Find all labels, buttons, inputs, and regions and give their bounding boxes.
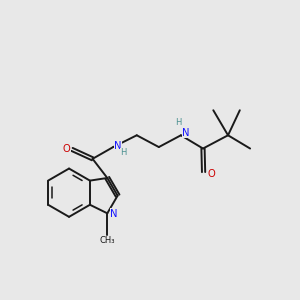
Text: O: O [63, 144, 70, 154]
Text: N: N [182, 128, 190, 138]
Text: N: N [114, 141, 122, 151]
Text: O: O [208, 169, 216, 178]
Text: H: H [120, 148, 126, 158]
Text: N: N [110, 209, 118, 219]
Text: CH₃: CH₃ [100, 236, 115, 245]
Text: H: H [175, 118, 181, 127]
